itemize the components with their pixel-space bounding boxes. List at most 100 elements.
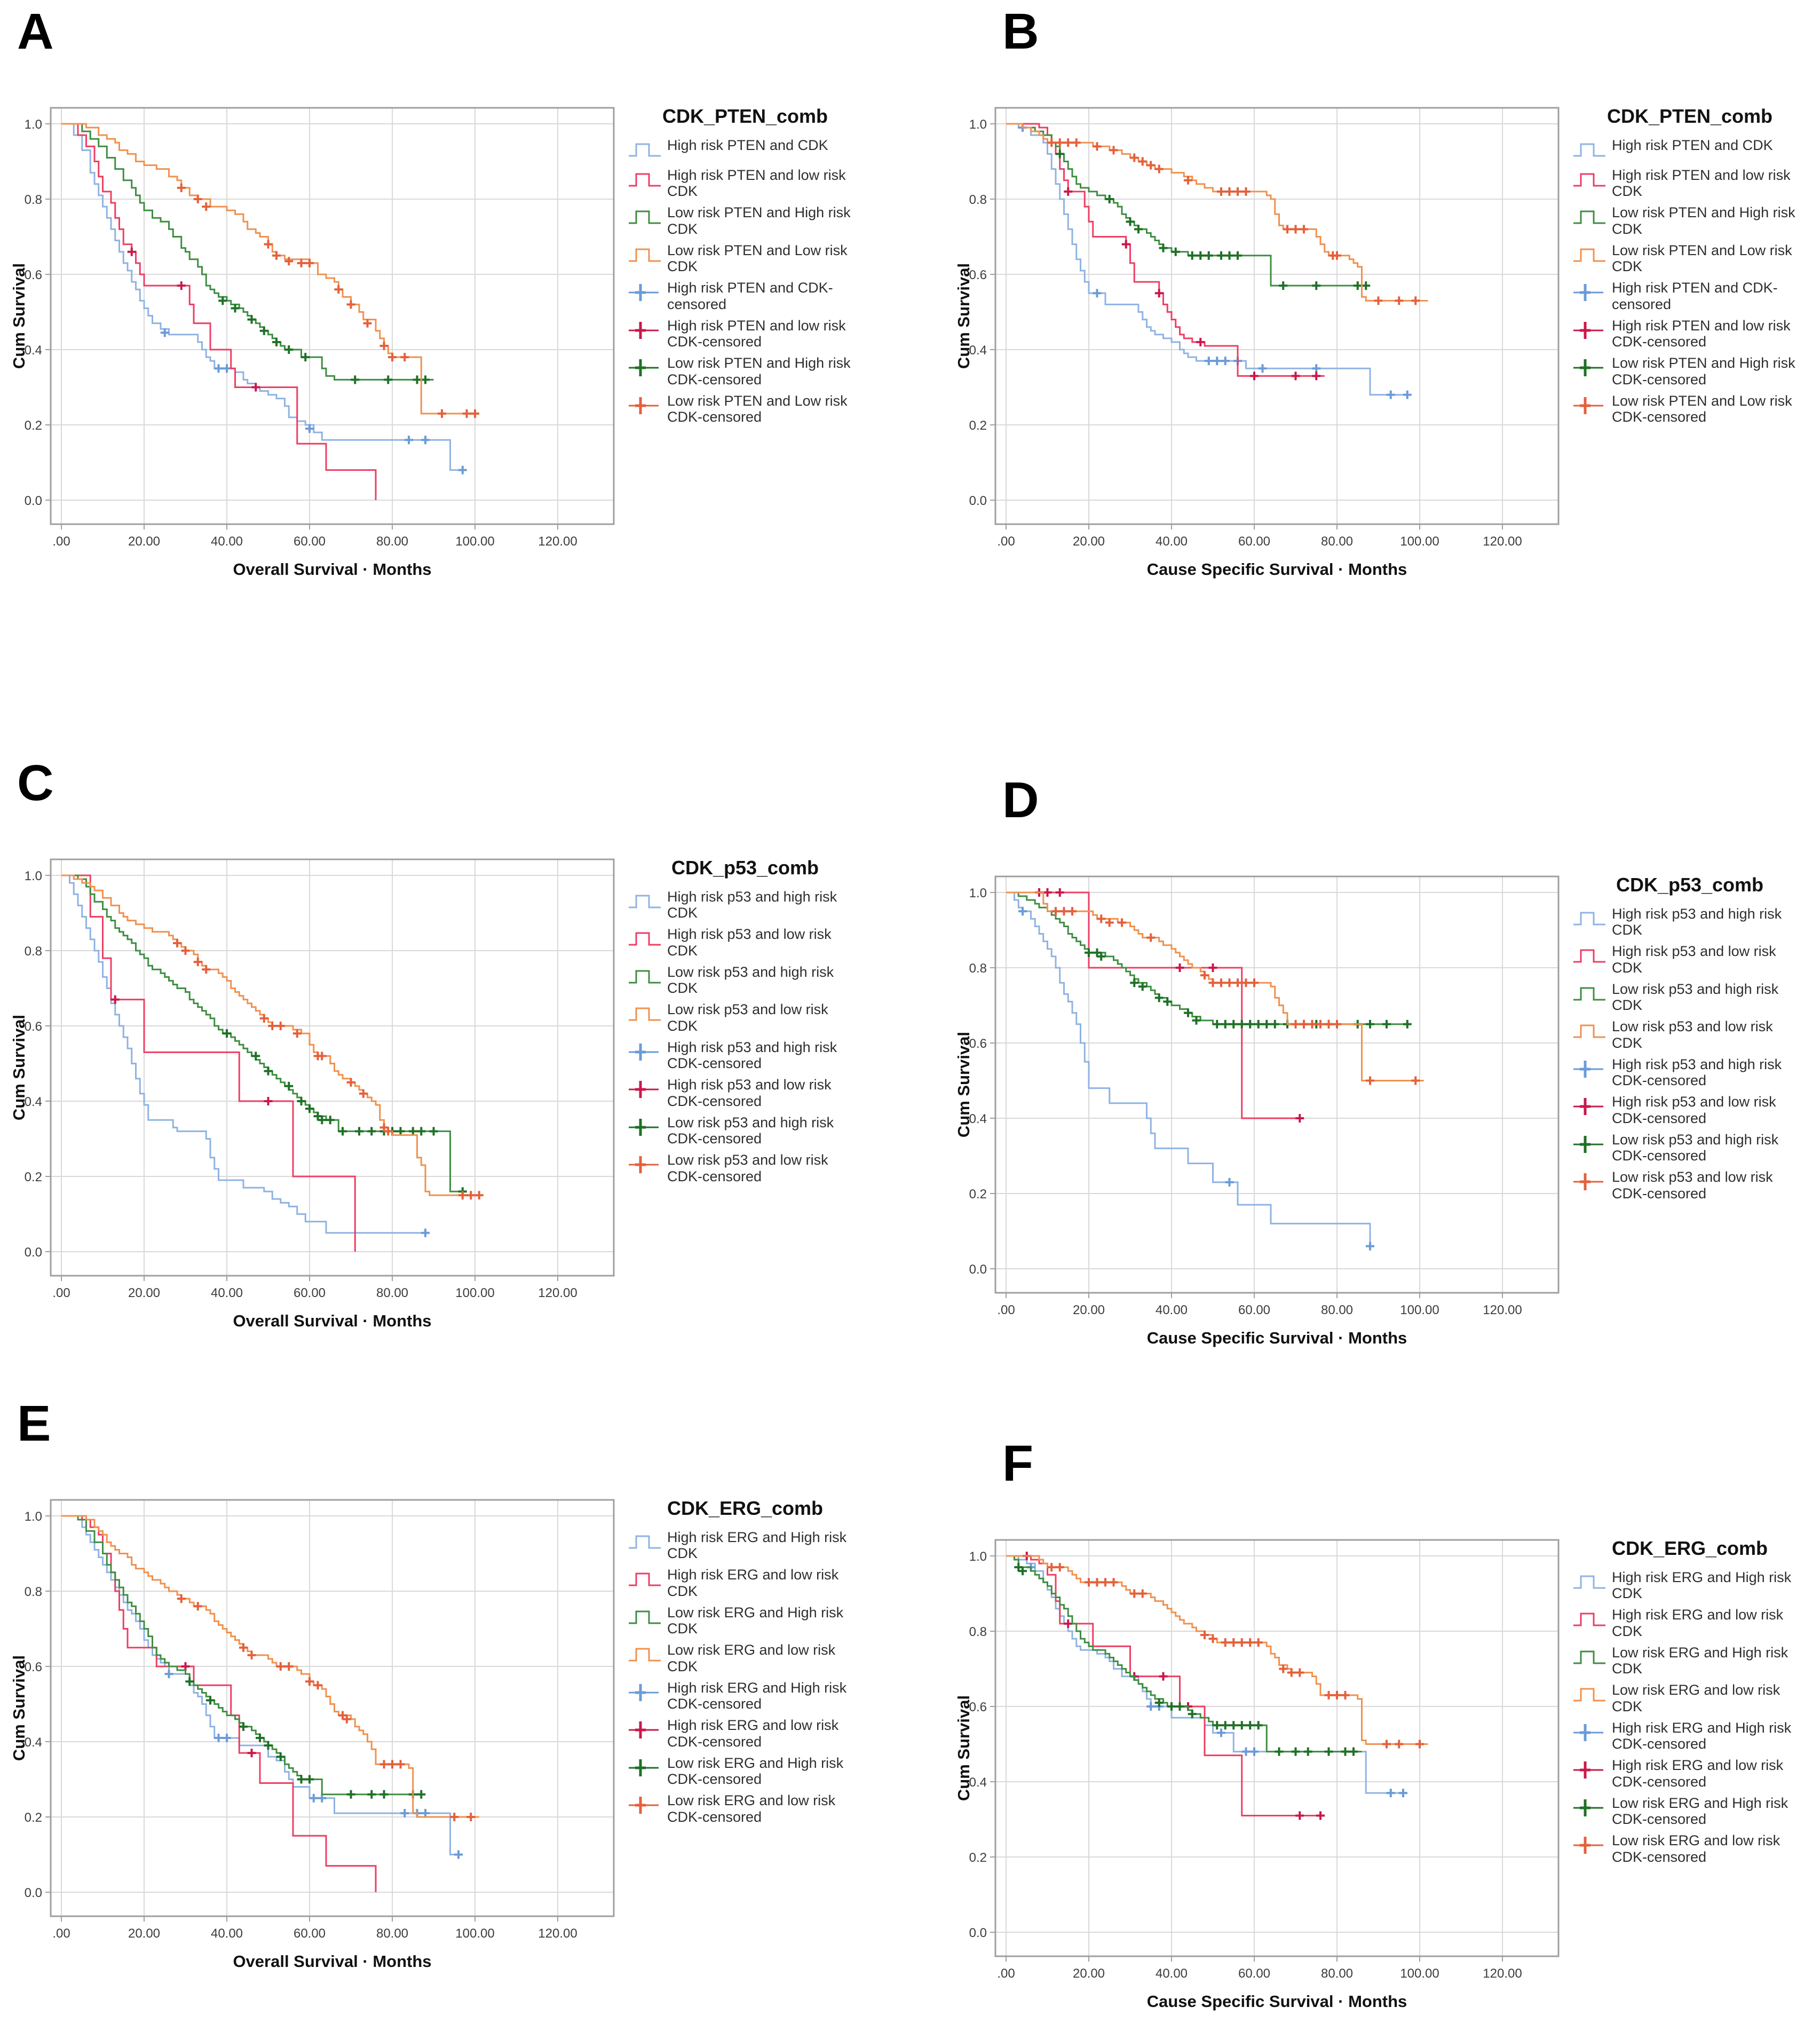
legend-entry-label: High risk ERG and High risk CDK-censored (1612, 1719, 1792, 1752)
x-tick-label: 120.00 (538, 1286, 577, 1300)
legend-step-line-icon-1 (629, 932, 661, 946)
y-tick-label: 0.6 (969, 268, 987, 282)
legend-censor-plus-icon-1 (629, 321, 659, 339)
x-tick-label: 40.00 (1156, 1303, 1188, 1317)
y-tick-label: 0.2 (969, 1851, 987, 1865)
survival-curve-1 (61, 874, 356, 1252)
legend-entry: Low risk ERG and High risk CDK (1572, 1645, 1807, 1677)
x-tick-label: 120.00 (1483, 1966, 1522, 1981)
legend-entries: High risk PTEN and CDK High risk PTEN and… (1572, 137, 1807, 425)
survival-curve-3 (1006, 1555, 1428, 1745)
legend: CDK_ERG_comb High risk ERG and High risk… (1569, 1537, 1807, 2039)
panel-label: F (1002, 1435, 1035, 1492)
legend-entry-label: Low risk PTEN and High risk CDK-censored (1612, 355, 1795, 388)
y-tick-label: 0.0 (25, 494, 42, 508)
legend-step-line-icon-3 (1573, 1024, 1605, 1038)
legend-entries: High risk p53 and high risk CDK High risk… (628, 889, 862, 1184)
y-tick-label: 0.0 (25, 1245, 42, 1260)
legend-entry-label: Low risk PTEN and Low risk CDK-censored (667, 392, 848, 425)
x-tick-label: 120.00 (538, 1926, 577, 1941)
legend-censor-plus-icon-0 (629, 1684, 659, 1701)
legend-entry-label: High risk PTEN and low risk CDK-censored (1612, 317, 1791, 350)
x-tick-label: 100.00 (1400, 534, 1439, 549)
x-tick-label: .00 (997, 534, 1015, 549)
x-tick-label: 60.00 (294, 534, 326, 549)
legend-entry-label: Low risk PTEN and Low risk CDK (1612, 242, 1792, 275)
legend-entry-label: High risk p53 and low risk CDK (667, 926, 832, 959)
legend-title: CDK_ERG_comb (667, 1497, 824, 1519)
legend-censor-plus-icon-0 (1573, 1060, 1603, 1078)
x-tick-label: 120.00 (538, 534, 577, 549)
plot-frame (50, 858, 615, 1277)
x-tick-label: 100.00 (1400, 1966, 1439, 1981)
x-tick-label: .00 (52, 1286, 70, 1300)
legend-entry-label: Low risk p53 and low risk CDK (667, 1001, 828, 1034)
legend-entry: Low risk PTEN and High risk CDK (1572, 204, 1807, 237)
legend-step-line-icon-2 (629, 970, 661, 984)
survival-curve-0 (1006, 123, 1412, 396)
legend-censor-plus-icon-2 (1573, 1135, 1603, 1153)
legend-censor-plus-icon-2 (629, 359, 659, 377)
x-tick-label: 20.00 (1073, 534, 1105, 549)
legend-entry-label: Low risk ERG and low risk CDK (667, 1642, 836, 1674)
y-tick-label: 0.2 (25, 418, 42, 433)
panel-label: E (17, 1395, 52, 1452)
legend-entry: Low risk PTEN and Low risk CDK-censored (628, 393, 862, 425)
legend-step-line-icon-0 (1573, 912, 1605, 926)
panel-C: C .00 20.00 40.00 60.00 80.00 100.00 120.00 0.0… (11, 758, 902, 1358)
y-tick-label: 0.8 (969, 193, 987, 207)
legend-entry-label: High risk PTEN and CDK (1612, 137, 1773, 153)
km-plot: .00 20.00 40.00 60.00 80.00 100.00 120.00 0.0 0.… (955, 1539, 1560, 2011)
y-tick-label: 0.4 (969, 343, 987, 358)
legend-entry: High risk ERG and low risk CDK-censored (628, 1717, 862, 1750)
legend: CDK_PTEN_comb High risk PTEN and CDK High… (624, 105, 862, 607)
legend-entry: High risk PTEN and low risk CDK (1572, 167, 1807, 199)
legend-censor-plus-icon-2 (629, 1759, 659, 1776)
y-tick-label: 0.6 (969, 1700, 987, 1714)
y-tick-label: 1.0 (25, 1510, 42, 1524)
y-axis-label: Cum Survival (955, 1032, 973, 1137)
legend-entry-label: Low risk p53 and high risk CDK (667, 963, 834, 997)
survival-curve-0 (61, 1515, 463, 1855)
legend-entry: High risk p53 and low risk CDK (628, 926, 862, 959)
legend-censor-plus-icon-3 (629, 397, 659, 414)
x-tick-label: 120.00 (1483, 534, 1522, 549)
survival-curve-3 (61, 874, 479, 1196)
legend-entry: Low risk ERG and low risk CDK-censored (628, 1792, 862, 1825)
legend-censor-plus-icon-1 (1573, 321, 1603, 339)
legend-entry-label: High risk ERG and low risk CDK (1612, 1607, 1784, 1639)
legend-entry: High risk p53 and high risk CDK (1572, 906, 1807, 938)
legend-entry: High risk PTEN and low risk CDK-censored (628, 318, 862, 350)
legend-entry: Low risk p53 and low risk CDK-censored (1572, 1169, 1807, 1202)
legend-step-line-icon-2 (629, 1610, 661, 1624)
legend-entry: High risk ERG and low risk CDK-censored (1572, 1757, 1807, 1790)
y-tick-label: 0.0 (969, 1262, 987, 1277)
legend-entry-label: High risk p53 and high risk CDK (667, 889, 837, 921)
legend-entry: Low risk p53 and high risk CDK-censored (628, 1115, 862, 1147)
legend-entry: Low risk p53 and high risk CDK (1572, 981, 1807, 1013)
y-tick-label: 0.2 (969, 418, 987, 433)
legend-entry-label: High risk ERG and High risk CDK (1612, 1569, 1792, 1602)
legend-entry-label: High risk p53 and low risk CDK-censored (667, 1077, 832, 1109)
x-tick-label: 40.00 (1156, 534, 1188, 549)
legend-step-line-icon-2 (629, 210, 661, 224)
y-tick-label: 0.4 (25, 1735, 42, 1750)
plot-frame (50, 1499, 615, 1917)
legend-entry-label: Low risk p53 and low risk CDK-censored (667, 1152, 828, 1184)
plot-frame (994, 107, 1560, 525)
survival-curve-1 (1006, 891, 1300, 1119)
legend-entry-label: High risk PTEN and CDK-censored (667, 280, 833, 312)
legend-step-line-icon-0 (1573, 1575, 1605, 1589)
legend-entry-label: Low risk p53 and low risk CDK-censored (1612, 1169, 1773, 1202)
legend-censor-plus-icon-2 (629, 1118, 659, 1136)
x-tick-label: 60.00 (294, 1926, 326, 1941)
legend-entry-label: Low risk ERG and low risk CDK-censored (1612, 1832, 1781, 1865)
legend-entry-label: High risk PTEN and CDK (667, 137, 828, 153)
legend-entry: High risk p53 and high risk CDK-censored (628, 1039, 862, 1071)
y-tick-label: 0.8 (969, 1625, 987, 1639)
x-tick-label: 60.00 (1238, 1966, 1270, 1981)
legend-entry: High risk p53 and high risk CDK-censored (1572, 1056, 1807, 1088)
panel-label: C (17, 755, 55, 811)
x-tick-label: 60.00 (1238, 534, 1270, 549)
legend-entry: High risk ERG and High risk CDK (1572, 1569, 1807, 1601)
